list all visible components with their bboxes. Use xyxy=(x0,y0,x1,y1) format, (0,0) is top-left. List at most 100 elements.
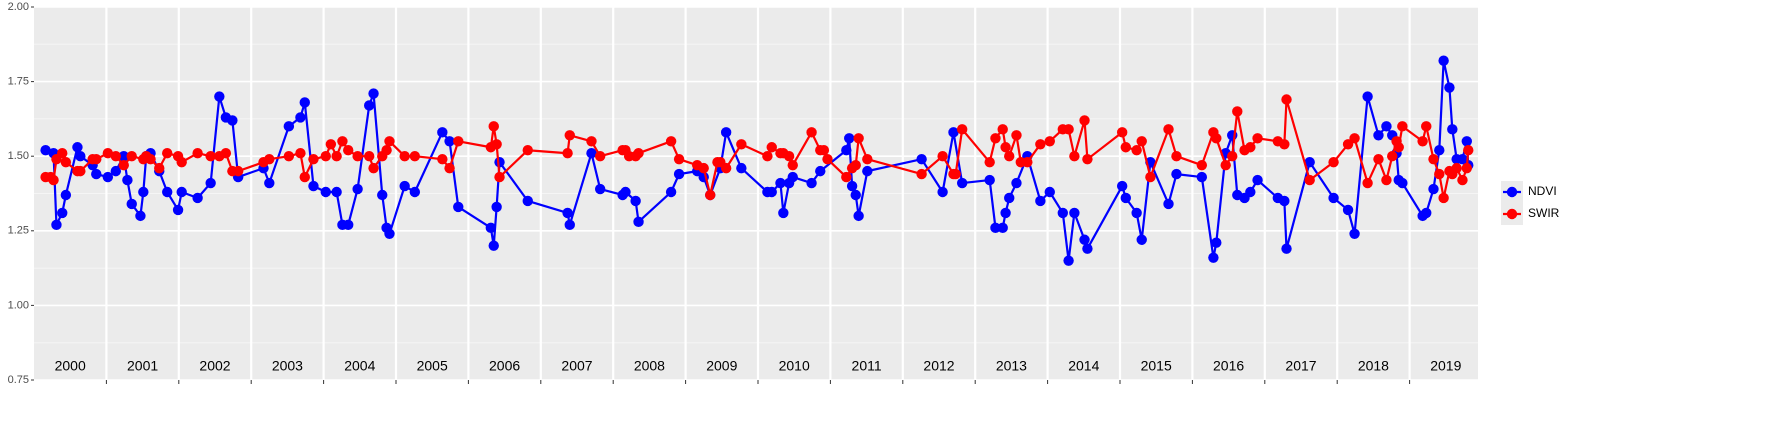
data-point xyxy=(138,186,149,198)
data-point xyxy=(916,153,927,165)
data-point xyxy=(673,153,685,165)
data-point xyxy=(1279,139,1290,150)
y-tick-label: 1.50 xyxy=(8,150,29,162)
year-label: 2009 xyxy=(706,358,737,374)
data-point xyxy=(853,133,864,144)
data-point xyxy=(956,124,968,135)
data-point xyxy=(437,153,448,165)
data-point xyxy=(990,133,1001,144)
data-point xyxy=(1447,124,1458,135)
data-point xyxy=(984,174,995,186)
data-point xyxy=(1063,255,1074,266)
data-point xyxy=(320,186,331,198)
data-point xyxy=(1362,177,1373,189)
data-point xyxy=(1245,186,1256,198)
data-point xyxy=(1082,243,1093,254)
data-point xyxy=(1457,174,1468,186)
data-point xyxy=(299,97,310,108)
data-point xyxy=(399,180,410,192)
data-point xyxy=(299,171,310,183)
data-point xyxy=(1069,151,1080,162)
data-point xyxy=(331,151,342,162)
data-point xyxy=(364,151,375,162)
data-point xyxy=(384,228,395,239)
data-point xyxy=(491,201,502,213)
data-point xyxy=(381,145,392,156)
data-point xyxy=(176,156,187,168)
data-point xyxy=(1393,142,1404,153)
data-point xyxy=(562,207,573,219)
data-point xyxy=(60,156,72,168)
data-point xyxy=(488,121,499,132)
data-point xyxy=(1011,130,1022,141)
data-point xyxy=(937,151,948,162)
data-point xyxy=(91,168,102,180)
data-point xyxy=(1145,171,1156,183)
data-point xyxy=(1022,156,1033,168)
data-point xyxy=(1079,115,1090,126)
data-point xyxy=(485,222,497,234)
data-point xyxy=(778,207,789,219)
data-point xyxy=(1011,177,1022,189)
data-point xyxy=(1069,207,1080,219)
data-point xyxy=(1381,174,1392,186)
data-point xyxy=(220,148,232,159)
data-point xyxy=(1428,153,1439,165)
data-point xyxy=(1004,151,1015,162)
data-point xyxy=(1381,121,1392,132)
data-point xyxy=(1208,252,1219,263)
data-point xyxy=(594,183,606,195)
year-label: 2000 xyxy=(55,358,86,374)
data-point xyxy=(377,189,388,201)
data-point xyxy=(1461,162,1472,174)
data-point xyxy=(586,136,597,147)
data-point xyxy=(620,186,631,198)
data-point xyxy=(1057,207,1069,219)
data-point xyxy=(1120,142,1131,153)
data-point xyxy=(60,189,72,201)
data-point xyxy=(1279,195,1290,207)
data-point xyxy=(320,151,331,162)
data-point xyxy=(673,168,685,180)
year-label: 2007 xyxy=(561,358,592,374)
data-point xyxy=(1245,142,1256,153)
data-point xyxy=(227,115,238,126)
data-point xyxy=(176,186,187,198)
data-point xyxy=(126,151,137,162)
data-point xyxy=(1220,159,1231,171)
data-point xyxy=(1281,94,1292,105)
data-point xyxy=(162,186,173,198)
data-point xyxy=(1397,177,1408,189)
data-point xyxy=(437,127,448,138)
data-point xyxy=(997,124,1008,135)
year-label: 2006 xyxy=(489,358,520,374)
data-point xyxy=(1438,55,1449,66)
data-point xyxy=(1421,207,1432,219)
data-point xyxy=(1304,156,1315,168)
y-tick-label: 1.25 xyxy=(8,225,29,237)
data-point xyxy=(72,142,83,153)
data-point xyxy=(1004,192,1015,204)
data-point xyxy=(308,180,319,192)
data-point xyxy=(331,186,342,198)
data-point xyxy=(110,165,122,177)
data-point xyxy=(75,151,86,162)
data-point xyxy=(409,151,421,162)
data-point xyxy=(444,136,455,147)
data-point xyxy=(522,145,533,156)
legend-point xyxy=(1506,186,1518,198)
data-point xyxy=(815,165,826,177)
data-point xyxy=(214,91,225,102)
data-point xyxy=(1163,198,1174,210)
data-point xyxy=(192,148,203,159)
data-point xyxy=(665,136,677,147)
year-label: 2008 xyxy=(634,358,665,374)
data-point xyxy=(135,210,146,222)
data-point xyxy=(1362,91,1373,102)
data-point xyxy=(787,171,798,183)
data-point xyxy=(844,133,855,144)
data-point xyxy=(783,151,795,162)
data-point xyxy=(1342,204,1354,216)
data-point xyxy=(232,165,244,177)
legend-label: NDVI xyxy=(1528,184,1557,198)
